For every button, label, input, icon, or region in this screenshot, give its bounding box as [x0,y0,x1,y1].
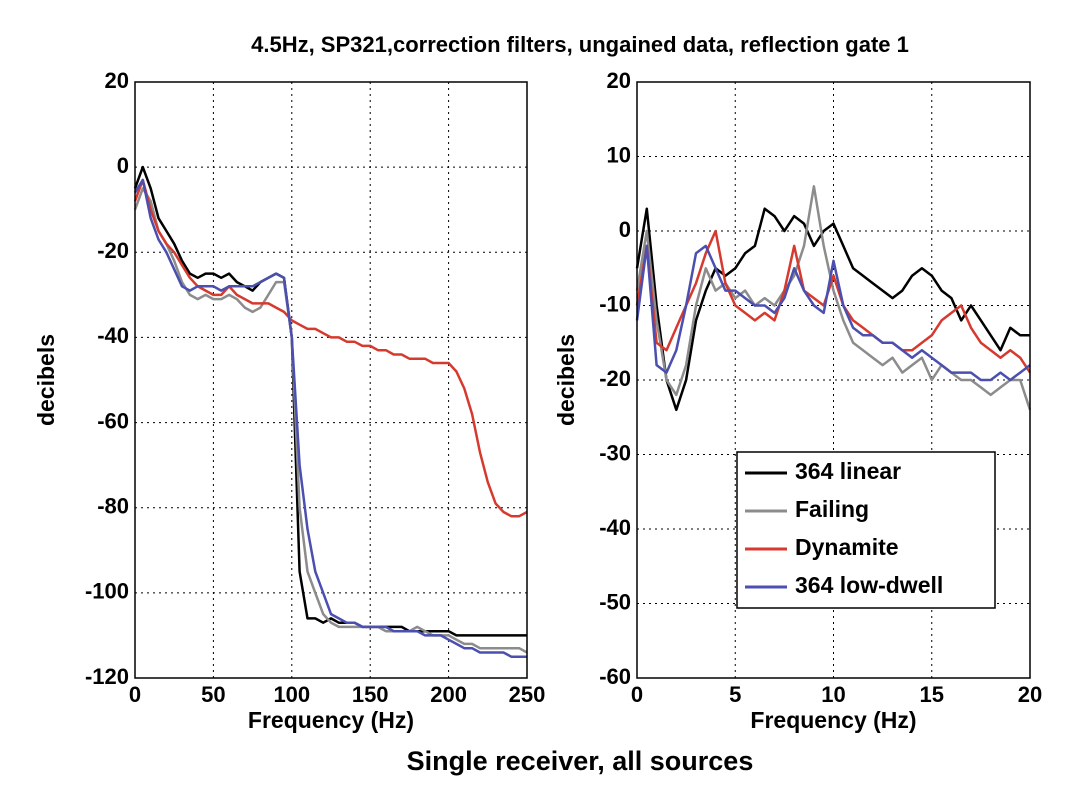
y-tick-label: -40 [97,323,129,348]
plot-frame [134,81,528,679]
x-tick-label: 5 [729,682,741,707]
y-axis-label: decibels [33,334,59,426]
series-line [133,187,528,654]
y-tick-label: -80 [97,494,129,519]
legend-label: 364 linear [795,458,901,484]
series-line [133,165,527,637]
y-tick-label: -10 [599,291,631,316]
x-tick-label: 250 [509,682,546,707]
y-axis-label: decibels [553,334,579,426]
x-tick-label: 0 [129,682,141,707]
y-tick-label: -20 [97,238,129,263]
series-line [635,185,1032,411]
y-tick-label: -60 [599,664,631,689]
legend-label: Dynamite [795,534,899,560]
y-tick-label: 0 [117,153,129,178]
x-tick-label: 150 [352,682,389,707]
y-tick-label: -30 [599,440,631,465]
x-tick-label: 0 [631,682,643,707]
x-tick-label: 20 [1018,682,1042,707]
x-tick-label: 10 [821,682,845,707]
y-tick-label: 0 [619,217,631,242]
y-tick-label: -60 [97,408,129,433]
figure-title: 4.5Hz, SP321,correction filters, ungaine… [251,32,909,57]
y-tick-label: 10 [607,142,631,167]
y-tick-label: -50 [599,589,631,614]
figure-caption: Single receiver, all sources [407,746,754,776]
y-tick-label: 20 [105,68,129,93]
y-tick-label: 20 [607,68,631,93]
series-line [133,178,527,658]
legend-label: 364 low-dwell [795,572,943,598]
x-tick-label: 50 [201,682,225,707]
x-axis-label: Frequency (Hz) [248,707,414,733]
x-axis-label: Frequency (Hz) [750,707,916,733]
x-tick-label: 15 [920,682,944,707]
series-line [635,229,1032,374]
legend: 364 linear Failing Dynamite 364 low-dwell [736,451,996,609]
legend-label: Failing [795,496,869,522]
y-tick-label: -100 [85,579,129,604]
y-tick-label: -20 [599,366,631,391]
plot-frame [636,81,1031,679]
series-line [635,244,1031,382]
y-tick-label: -120 [85,664,129,689]
legend-box [736,451,996,609]
x-tick-label: 200 [430,682,467,707]
x-tick-label: 100 [273,682,310,707]
series-line [133,178,528,518]
y-tick-label: -40 [599,515,631,540]
